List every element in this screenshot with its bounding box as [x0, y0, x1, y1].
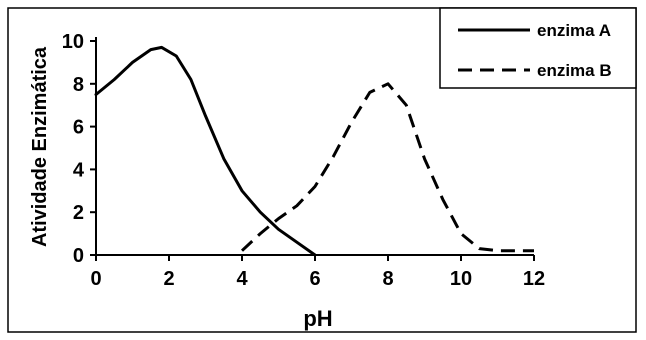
x-tick-label: 8 [382, 268, 393, 290]
x-tick-label: 12 [523, 268, 545, 290]
x-tick-label: 10 [450, 268, 472, 290]
legend: enzima A enzima B [439, 7, 637, 89]
y-tick-label: 6 [73, 117, 84, 139]
y-tick-label: 0 [73, 245, 84, 267]
legend-label: enzima B [537, 61, 612, 80]
series-line-enzima-a [94, 45, 317, 257]
x-tick-label: 4 [236, 268, 248, 290]
y-tick-label: 10 [62, 31, 84, 53]
x-tick-label: 6 [309, 268, 320, 290]
y-tick-label: 4 [73, 159, 85, 181]
y-tick-label: 8 [73, 74, 84, 96]
y-axis-label: Atividade Enzimática [29, 46, 51, 247]
y-tick-label: 2 [73, 202, 84, 224]
x-axis-label: pH [303, 306, 332, 331]
legend-label: enzima A [537, 21, 611, 40]
x-tick-label: 2 [163, 268, 174, 290]
series-group [94, 45, 534, 257]
axes: 0 2 4 6 8 10 12 0 2 4 6 8 10 [62, 31, 545, 290]
series-line-enzima-b [240, 82, 534, 253]
x-tick-label: 0 [90, 268, 101, 290]
legend-box [439, 7, 637, 89]
